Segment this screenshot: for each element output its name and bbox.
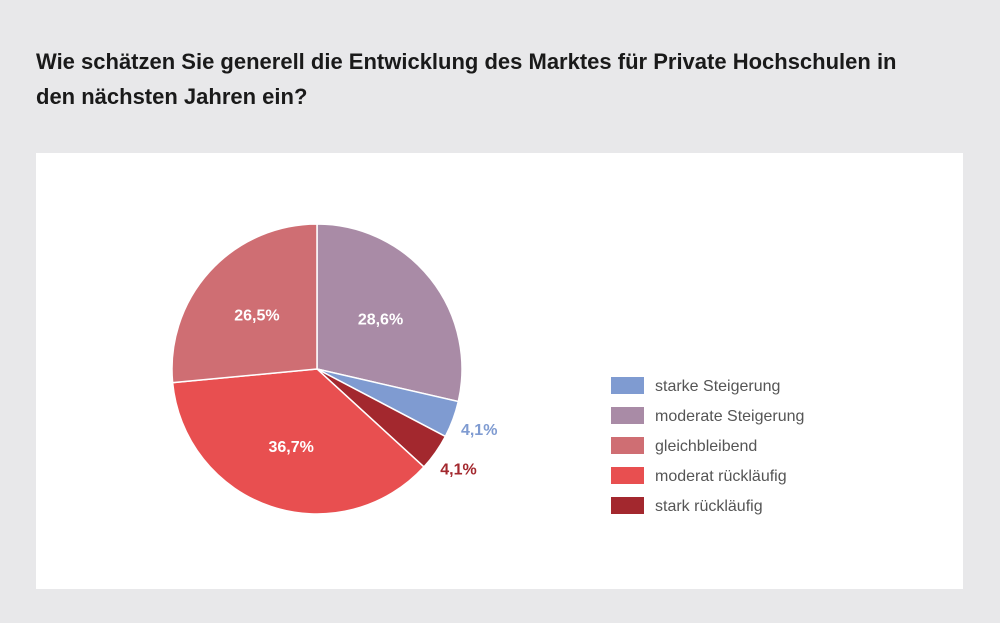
legend-label-stark-ruecklaeufig: stark rückläufig [655,498,763,515]
legend-label-gleichbleibend: gleichbleibend [655,438,757,455]
slice-label-gleichbleibend: 26,5% [234,307,279,324]
slice-label-moderate-steigerung: 28,6% [358,311,403,328]
pie-slice-gleichbleibend [172,224,317,383]
legend-label-starke-steigerung: starke Steigerung [655,378,780,395]
legend-swatch-moderat-ruecklaeufig [611,467,644,484]
chart-title: Wie schätzen Sie generell die Entwicklun… [36,44,916,114]
pie-slices [172,224,462,514]
slice-label-moderat-ruecklaeufig: 36,7% [269,439,314,456]
legend-label-moderat-ruecklaeufig: moderat rückläufig [655,468,787,485]
pie-chart: 28,6% 4,1% 4,1% 36,7% 26,5% starke Steigerung… [36,153,963,589]
legend-swatch-starke-steigerung [611,377,644,394]
legend-swatch-stark-ruecklaeufig [611,497,644,514]
legend: starke Steigerung moderate Steigerung glei… [611,377,804,515]
slice-label-stark-ruecklaeufig: 4,1% [440,462,476,479]
legend-label-moderate-steigerung: moderate Steigerung [655,408,804,425]
legend-swatch-gleichbleibend [611,437,644,454]
legend-swatch-moderate-steigerung [611,407,644,424]
chart-panel: 28,6% 4,1% 4,1% 36,7% 26,5% starke Steigerung… [36,153,963,589]
slice-label-starke-steigerung: 4,1% [461,422,497,439]
